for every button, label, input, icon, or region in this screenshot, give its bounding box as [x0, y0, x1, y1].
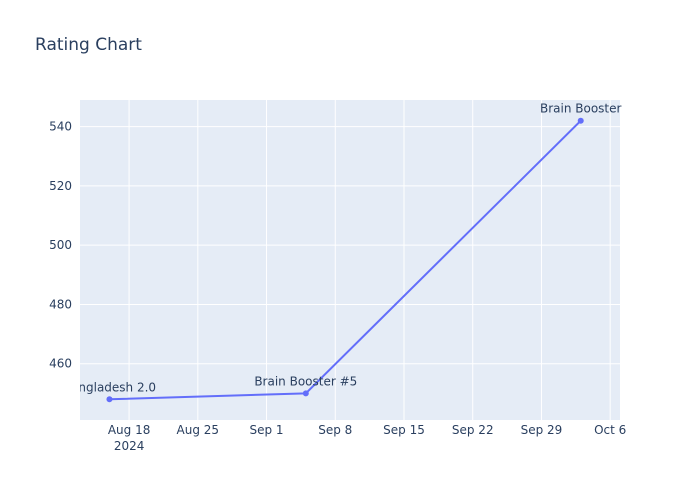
- data-point-label: Brain Booster: [540, 102, 622, 116]
- plot-area: [80, 100, 620, 420]
- y-tick-label: 460: [49, 357, 72, 371]
- x-axis-ticks: Aug 18 2024 Aug 25 Sep 1 Sep 8 Sep 15 Sep 22 Se…: [108, 423, 626, 453]
- data-point-label: Brain Booster #5: [254, 374, 357, 388]
- data-points: [106, 117, 584, 403]
- y-axis-ticks: 460 480 500 520 540: [49, 120, 72, 371]
- x-tick-label: Sep 8: [318, 423, 352, 437]
- grid-lines: [80, 100, 620, 420]
- x-tick-label: Sep 15: [383, 423, 425, 437]
- x-tick-label: Aug 18: [108, 423, 151, 437]
- x-tick-year-label: 2024: [114, 439, 145, 453]
- x-tick-label: Oct 6: [594, 423, 626, 437]
- data-point: [106, 396, 113, 403]
- x-tick-label: Sep 1: [250, 423, 284, 437]
- x-tick-label: Sep 22: [452, 423, 494, 437]
- y-tick-label: 480: [49, 297, 72, 311]
- chart-title: Rating Chart: [35, 35, 142, 55]
- y-tick-label: 520: [49, 179, 72, 193]
- data-point: [302, 390, 309, 397]
- point-labels: Bangladesh 2.0 Brain Booster #5 Brain Boos…: [63, 102, 622, 395]
- data-point-label: Bangladesh 2.0: [63, 380, 156, 394]
- x-tick-label: Aug 25: [177, 423, 220, 437]
- data-point: [577, 117, 584, 124]
- y-tick-label: 540: [49, 120, 72, 134]
- x-tick-label: Sep 29: [521, 423, 563, 437]
- y-tick-label: 500: [49, 238, 72, 252]
